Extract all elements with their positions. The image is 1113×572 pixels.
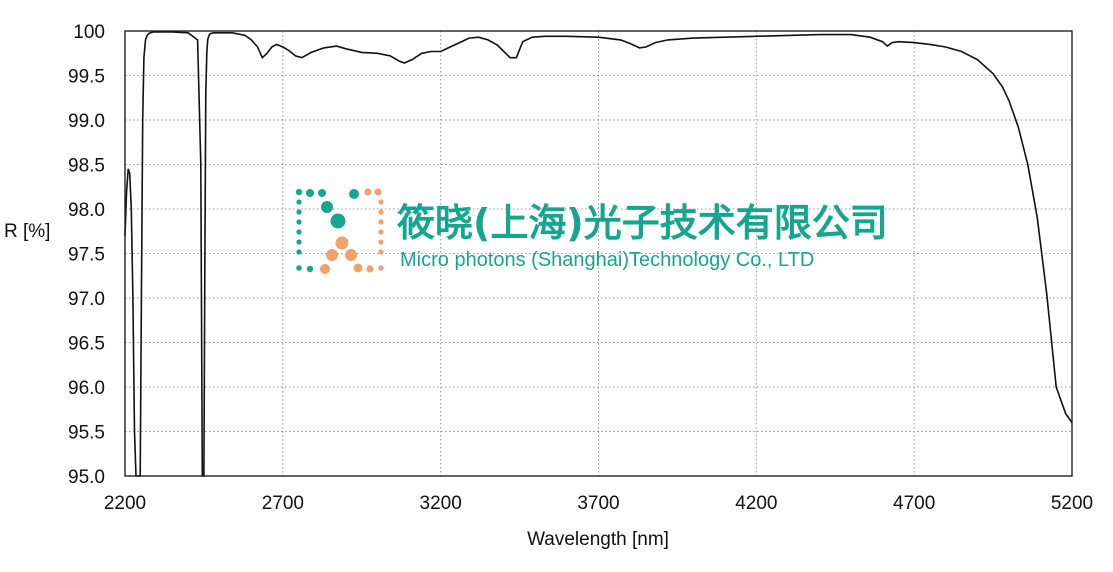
grid-lines bbox=[125, 31, 1072, 476]
y-tick-label: 99.0 bbox=[68, 111, 105, 132]
x-tick-label: 4700 bbox=[893, 493, 935, 514]
y-tick-labels: 100 99.5 99.0 98.5 98.0 97.5 97.0 96.5 96.0 95.5 9… bbox=[68, 22, 105, 488]
y-tick-label: 95.5 bbox=[68, 423, 105, 444]
x-tick-label: 3700 bbox=[577, 493, 619, 514]
y-tick-label: 99.5 bbox=[68, 67, 105, 88]
y-tick-label: 95.0 bbox=[68, 467, 105, 488]
x-axis-label: Wavelength [nm] bbox=[527, 529, 669, 550]
x-tick-label: 2700 bbox=[262, 493, 304, 514]
watermark-company-name-en: Micro photons (Shanghai)Technology Co., … bbox=[400, 249, 814, 271]
x-tick-labels: 2200 2700 3200 3700 4200 4700 5200 bbox=[104, 493, 1093, 514]
y-tick-label: 98.0 bbox=[68, 200, 105, 221]
y-axis-label: R [%] bbox=[4, 221, 50, 242]
plot-frame bbox=[124, 30, 1073, 477]
x-tick-label: 5200 bbox=[1051, 493, 1093, 514]
y-tick-label: 100 bbox=[73, 22, 105, 43]
watermark-company-name-cn: 筱晓(上海)光子技术有限公司 bbox=[397, 201, 888, 245]
x-tick-label: 4200 bbox=[735, 493, 777, 514]
y-tick-label: 96.0 bbox=[68, 378, 105, 399]
y-tick-label: 96.5 bbox=[68, 334, 105, 355]
x-tick-label: 3200 bbox=[420, 493, 462, 514]
company-logo bbox=[295, 188, 384, 274]
company-watermark: 筱晓(上海)光子技术有限公司 Micro photons (Shanghai)T… bbox=[295, 188, 888, 274]
y-tick-label: 98.5 bbox=[68, 156, 105, 177]
y-tick-label: 97.5 bbox=[68, 245, 105, 266]
reflectance-curve bbox=[124, 31, 1073, 477]
y-tick-label: 97.0 bbox=[68, 289, 105, 310]
x-tick-label: 2200 bbox=[104, 493, 146, 514]
